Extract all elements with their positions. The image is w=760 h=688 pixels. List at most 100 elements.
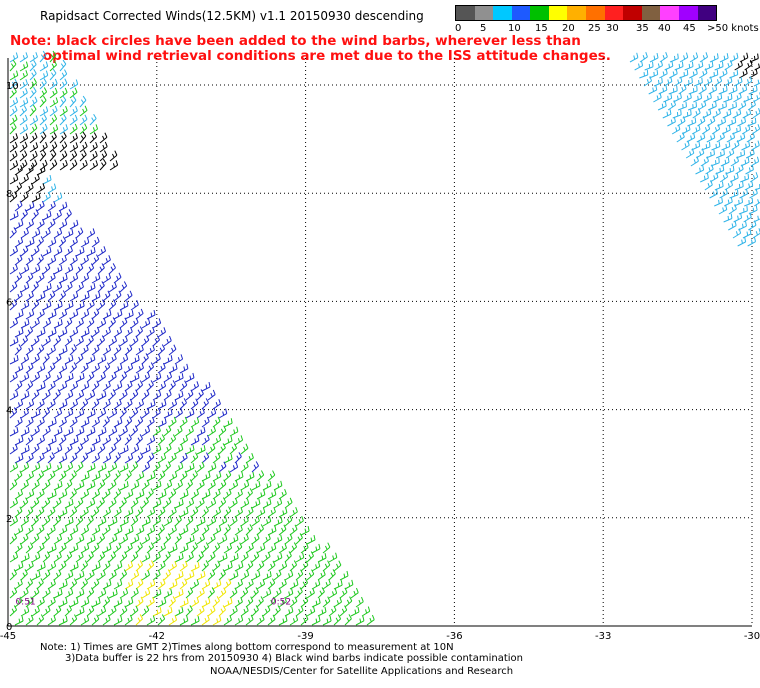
wind-barb: [42, 551, 51, 563]
wind-barb: [97, 606, 107, 617]
wind-barb: [75, 461, 84, 473]
wind-barb: [42, 210, 52, 221]
wind-barb: [69, 105, 78, 117]
wind-barb: [295, 552, 305, 563]
wind-barb: [89, 113, 97, 126]
wind-barb: [42, 407, 51, 419]
wind-barb: [284, 551, 292, 563]
lat-tick-label: 6: [6, 297, 12, 308]
wind-barb: [47, 452, 55, 464]
wind-barb: [80, 472, 90, 482]
legend-label: 15: [535, 23, 548, 34]
wind-barb: [708, 84, 718, 95]
wind-barb: [75, 606, 85, 617]
wind-barb: [59, 95, 67, 108]
wind-barb: [201, 506, 209, 518]
wind-barb: [262, 480, 272, 491]
wind-barb: [677, 116, 686, 127]
wind-barb: [152, 335, 160, 347]
wind-barb: [234, 597, 243, 608]
wind-barb: [75, 497, 84, 509]
wind-barb: [185, 570, 195, 581]
wind-barb: [289, 579, 299, 590]
wind-barb: [36, 562, 46, 572]
wind-barb: [256, 524, 264, 536]
wind-barb: [697, 116, 706, 127]
wind-barb: [64, 228, 74, 239]
wind-barb: [75, 301, 85, 311]
legend-color-bar: [455, 5, 717, 21]
wind-barb: [124, 380, 133, 392]
legend-label: 10: [508, 23, 521, 34]
wind-barb: [146, 452, 155, 464]
wind-barb: [25, 344, 34, 356]
wind-barb: [190, 452, 199, 464]
wind-barb: [152, 372, 162, 383]
wind-barb: [53, 605, 62, 617]
wind-barb: [753, 196, 760, 207]
wind-barb: [124, 579, 134, 590]
wind-barb: [14, 380, 23, 392]
wind-barb: [42, 227, 51, 239]
wind-barb: [196, 389, 204, 401]
wind-barb: [39, 141, 48, 153]
wind-barb: [31, 173, 40, 185]
wind-barb: [322, 616, 332, 626]
wind-barb: [9, 462, 19, 473]
wind-barb: [212, 579, 222, 590]
wind-barb: [113, 542, 122, 554]
wind-barb: [20, 228, 29, 239]
wind-barb: [733, 76, 743, 87]
wind-barb: [229, 480, 239, 491]
wind-barb: [59, 150, 68, 162]
wind-barb: [49, 68, 57, 81]
wind-barb: [75, 426, 85, 437]
wind-barb: [135, 416, 144, 428]
wind-barb: [726, 132, 736, 143]
wind-barb: [690, 156, 699, 167]
wind-barb: [212, 488, 221, 500]
wind-barb: [102, 488, 111, 500]
wind-barb: [273, 569, 282, 581]
wind-barb: [97, 443, 106, 455]
wind-barb: [663, 76, 673, 87]
wind-barb: [234, 452, 242, 464]
wind-barb: [719, 53, 729, 63]
wind-barb: [174, 444, 184, 455]
wind-barb: [25, 506, 34, 518]
wind-barb: [69, 123, 78, 135]
wind-barb: [20, 372, 30, 383]
wind-barb: [97, 246, 107, 257]
wind-barb: [135, 525, 145, 536]
wind-barb: [185, 535, 195, 545]
wind-barb: [223, 578, 232, 590]
wind-barb: [9, 355, 19, 365]
wind-barb: [322, 560, 331, 572]
wind-barb: [705, 164, 714, 175]
wind-barb: [102, 273, 112, 284]
wind-barb: [223, 524, 231, 536]
wind-barb: [130, 317, 139, 329]
wind-barb: [333, 597, 343, 608]
wind-barb: [306, 606, 316, 617]
wind-barb: [234, 489, 243, 500]
wind-barb: [152, 407, 161, 419]
legend-swatch-10: [641, 6, 661, 20]
wind-barb: [47, 436, 57, 446]
time-label: 0:52: [271, 597, 291, 607]
wind-barb: [251, 570, 261, 581]
wind-barb: [42, 587, 51, 599]
wind-barb: [75, 588, 85, 599]
wind-barb: [196, 497, 205, 509]
wind-barb: [25, 452, 34, 464]
wind-barb: [113, 272, 122, 284]
wind-barb: [91, 344, 100, 356]
wind-barb: [722, 109, 732, 119]
wind-barb: [146, 542, 155, 554]
wind-barb: [201, 416, 210, 428]
wind-barb: [256, 470, 265, 482]
legend-label: 30: [606, 23, 619, 34]
legend-label: 25: [588, 23, 601, 34]
legend-label: 0: [455, 23, 462, 34]
wind-barb: [684, 61, 694, 71]
